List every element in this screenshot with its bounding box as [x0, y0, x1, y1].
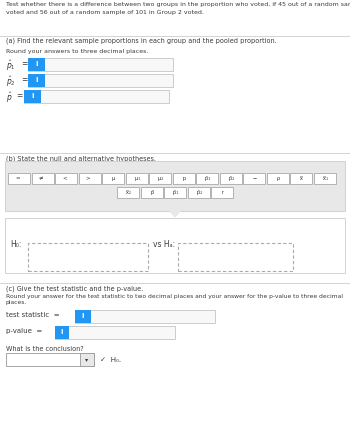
Text: vs Hₐ:: vs Hₐ:: [153, 240, 175, 249]
Bar: [8, 173, 30, 184]
Text: =: =: [16, 176, 22, 181]
Text: (a) Find the relevant sample proportions in each group and the pooled proportion: (a) Find the relevant sample proportions…: [6, 38, 277, 44]
Bar: [211, 187, 233, 198]
Bar: [28, 74, 173, 87]
Text: Round your answers to three decimal places.: Round your answers to three decimal plac…: [6, 49, 148, 54]
Text: i: i: [61, 329, 63, 336]
Bar: [126, 173, 147, 184]
Text: r: r: [220, 190, 224, 195]
Bar: [314, 173, 336, 184]
Bar: [75, 310, 91, 323]
Bar: [5, 218, 345, 273]
Text: μ₂: μ₂: [156, 176, 164, 181]
Bar: [75, 310, 215, 323]
Text: =: =: [16, 91, 22, 100]
Text: p-value  =: p-value =: [6, 328, 42, 334]
Text: −: −: [251, 176, 257, 181]
Bar: [55, 326, 175, 339]
Bar: [140, 187, 162, 198]
Bar: [55, 326, 69, 339]
Bar: [55, 173, 77, 184]
Text: ≠: ≠: [39, 176, 46, 181]
Text: voted and 56 out of a random sample of 101 in Group 2 voted.: voted and 56 out of a random sample of 1…: [6, 10, 204, 15]
Text: <: <: [63, 176, 69, 181]
Bar: [28, 74, 45, 87]
Bar: [164, 187, 186, 198]
Text: μ: μ: [110, 176, 116, 181]
Text: ▾: ▾: [85, 357, 89, 362]
Bar: [178, 243, 293, 271]
Text: test statistic  =: test statistic =: [6, 312, 60, 318]
Bar: [196, 173, 218, 184]
Text: $\hat{p}_1$: $\hat{p}_1$: [6, 59, 16, 73]
Text: i: i: [31, 93, 34, 100]
Text: ρ: ρ: [275, 176, 280, 181]
Bar: [0, 0, 350, 36]
Bar: [5, 161, 345, 211]
Text: =: =: [21, 75, 27, 84]
Text: (c) Give the test statistic and the p-value.: (c) Give the test statistic and the p-va…: [6, 285, 143, 291]
Text: =: =: [21, 59, 27, 68]
Polygon shape: [170, 211, 180, 217]
Text: x̅₁: x̅₁: [321, 176, 328, 181]
Bar: [28, 243, 148, 271]
Text: ✓  H₀.: ✓ H₀.: [100, 357, 121, 363]
Bar: [266, 173, 288, 184]
Text: (b) State the null and alternative hypotheses.: (b) State the null and alternative hypot…: [6, 155, 156, 161]
Bar: [32, 173, 54, 184]
Text: p̂₁: p̂₁: [171, 190, 179, 195]
Bar: [117, 187, 139, 198]
Text: p̂₂: p̂₂: [227, 176, 234, 181]
Bar: [0, 36, 350, 153]
Bar: [173, 173, 195, 184]
Bar: [0, 153, 350, 283]
Text: μ₁: μ₁: [133, 176, 140, 181]
Text: Test whether there is a difference between two groups in the proportion who vote: Test whether there is a difference betwe…: [6, 2, 350, 7]
Bar: [0, 283, 350, 426]
Bar: [24, 90, 41, 103]
Text: i: i: [82, 314, 84, 320]
Bar: [290, 173, 312, 184]
Bar: [24, 90, 169, 103]
Bar: [149, 173, 171, 184]
Text: H₀:: H₀:: [10, 240, 21, 249]
Text: p: p: [181, 176, 186, 181]
Text: What is the conclusion?: What is the conclusion?: [6, 346, 84, 352]
Text: >: >: [86, 176, 93, 181]
Bar: [28, 58, 173, 71]
Text: i: i: [35, 78, 38, 83]
Text: Round your answer for the test statistic to two decimal places and your answer f: Round your answer for the test statistic…: [6, 294, 343, 305]
Text: x̅₂: x̅₂: [125, 190, 132, 195]
Bar: [28, 58, 45, 71]
Bar: [80, 353, 94, 366]
Bar: [188, 187, 210, 198]
Text: x̅: x̅: [299, 176, 303, 181]
Text: p̂₁: p̂₁: [203, 176, 211, 181]
Text: p̂₂: p̂₂: [195, 190, 202, 195]
Bar: [6, 353, 94, 366]
Bar: [78, 173, 100, 184]
Bar: [219, 173, 241, 184]
Text: p̂: p̂: [149, 190, 154, 195]
Text: $\hat{p}_2$: $\hat{p}_2$: [6, 75, 16, 89]
Bar: [243, 173, 265, 184]
Bar: [102, 173, 124, 184]
Text: $\hat{p}$: $\hat{p}$: [6, 91, 13, 106]
Text: i: i: [35, 61, 38, 67]
